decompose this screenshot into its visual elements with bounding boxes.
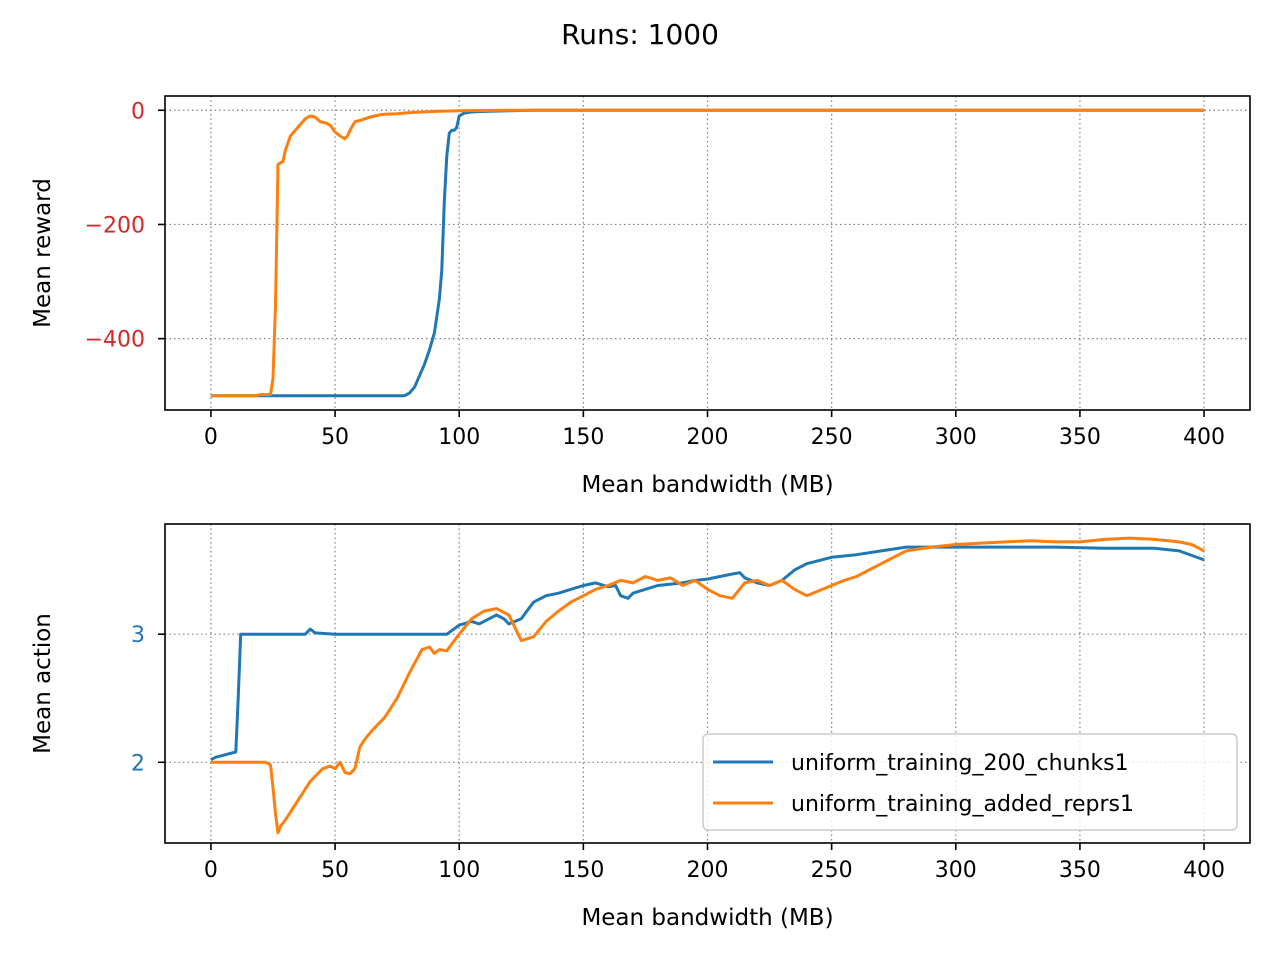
- action-xtick-label: 400: [1183, 858, 1225, 883]
- reward-xtick-label: 150: [562, 425, 604, 450]
- reward-xtick-label: 400: [1183, 425, 1225, 450]
- action-xtick-label: 200: [687, 858, 729, 883]
- action-series-line-reprs: [210, 536, 1205, 835]
- action-xtick-label: 150: [562, 858, 604, 883]
- action-series-line-chunks: [210, 545, 1205, 762]
- reward-xtick-label: 200: [687, 425, 729, 450]
- action-xtick-label: 350: [1059, 858, 1101, 883]
- action-xaxis-label: Mean bandwidth (MB): [581, 905, 833, 931]
- legend-label: uniform_training_200_chunks1: [791, 751, 1129, 776]
- figure-title: Runs: 1000: [561, 18, 719, 51]
- legend-label: uniform_training_added_reprs1: [791, 792, 1134, 817]
- reward-ytick-label: −400: [85, 328, 145, 353]
- reward-ytick-label: −200: [85, 213, 145, 238]
- action-ytick-label: 2: [131, 751, 145, 776]
- reward-xtick-label: 50: [321, 425, 349, 450]
- reward-xtick-label: 0: [204, 425, 218, 450]
- legend: uniform_training_200_chunks1 uniform_trai…: [702, 733, 1238, 831]
- action-ytick-label: 3: [131, 623, 145, 648]
- reward-ytick-label: 0: [131, 99, 145, 124]
- reward-series-line-reprs: [210, 108, 1205, 398]
- action-xtick-label: 100: [438, 858, 480, 883]
- legend-box: [702, 733, 1238, 831]
- reward-xaxis-label: Mean bandwidth (MB): [581, 472, 833, 498]
- reward-xtick-label: 250: [811, 425, 853, 450]
- reward-xtick-label: 100: [438, 425, 480, 450]
- reward-xtick-label: 350: [1059, 425, 1101, 450]
- action-xtick-label: 300: [935, 858, 977, 883]
- action-xtick-label: 0: [204, 858, 218, 883]
- action-xtick-label: 250: [811, 858, 853, 883]
- action-yaxis-label: Mean action: [30, 613, 56, 754]
- reward-yaxis-label: Mean reward: [30, 178, 56, 328]
- action-plot: 0 50 100 150 200 250 300 350 400 2 3 Mean bandwidth…: [30, 523, 1251, 931]
- action-xtick-label: 50: [321, 858, 349, 883]
- reward-plot: 0 50 100 150 200 250 300 350 400 −400 −200 0 Mean ba…: [30, 95, 1251, 498]
- reward-xtick-label: 300: [935, 425, 977, 450]
